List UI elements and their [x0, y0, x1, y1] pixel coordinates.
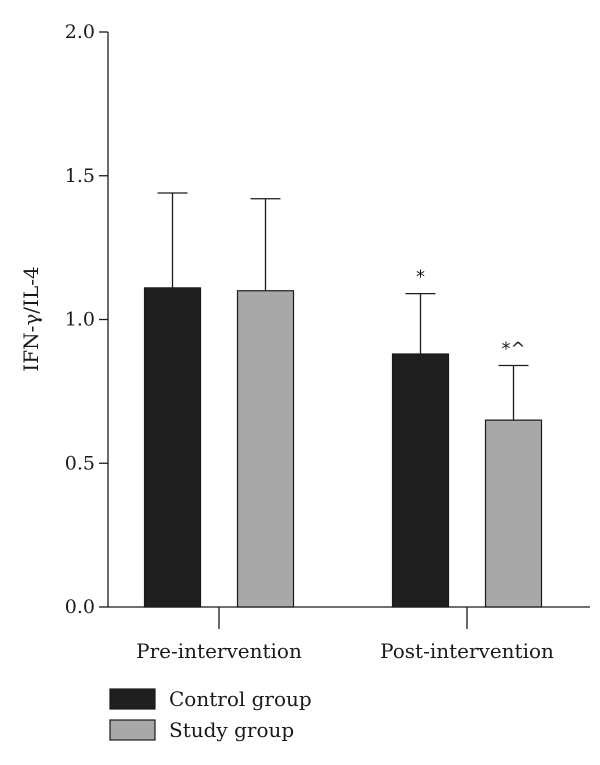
- y-tick-label: 0.0: [65, 596, 95, 618]
- bar-study-group: [484, 419, 543, 608]
- bar-control-group: [391, 353, 450, 608]
- error-bars: [157, 192, 529, 421]
- legend-label: Study group: [169, 718, 294, 742]
- bars: [143, 287, 543, 608]
- bar-study-group: [236, 290, 295, 608]
- y-tick-label: 1.5: [65, 165, 95, 187]
- legend: Control group Study group: [109, 687, 312, 742]
- legend-swatch: [109, 719, 156, 741]
- significance-marker: *^: [501, 339, 525, 360]
- y-tick-label: 2.0: [65, 21, 95, 43]
- y-tick-label: 0.5: [65, 452, 95, 474]
- significance-annotations: * *^: [416, 267, 526, 360]
- axes: 0.0 0.5 1.0 1.5 2.0 Pre-intervention Post-inte…: [65, 21, 590, 663]
- legend-label: Control group: [169, 687, 312, 711]
- bar-control-group: [143, 287, 202, 608]
- x-tick-label: Pre-intervention: [136, 639, 302, 663]
- x-tick-label: Post-intervention: [380, 639, 554, 663]
- y-tick-label: 1.0: [65, 309, 95, 331]
- y-axis-title: IFN-γ/IL-4: [19, 266, 43, 371]
- legend-swatch: [109, 688, 156, 710]
- significance-marker: *: [416, 267, 425, 288]
